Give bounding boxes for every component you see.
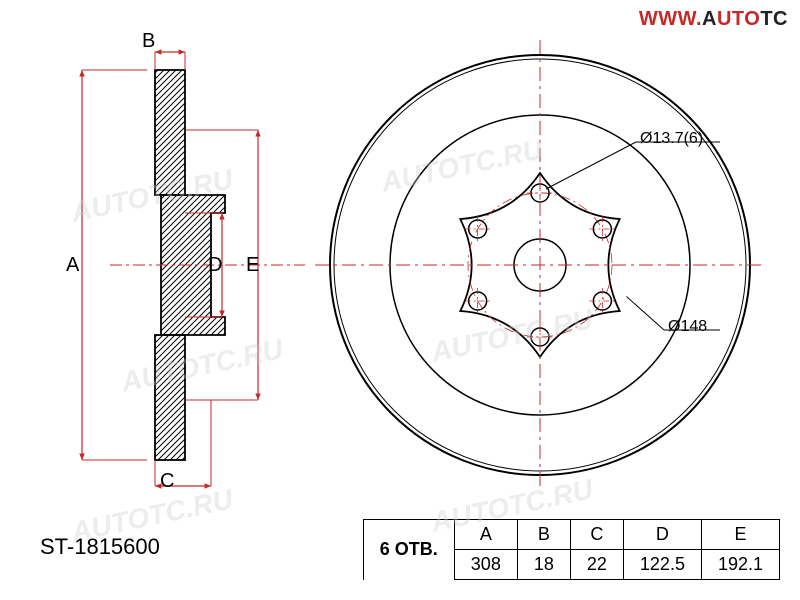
- val-a: 308: [454, 550, 517, 580]
- col-b: B: [517, 520, 570, 550]
- val-e: 192.1: [701, 550, 779, 580]
- source-url: WWW.AUTOTC: [639, 8, 788, 31]
- label-b: B: [142, 30, 155, 53]
- col-d: D: [623, 520, 701, 550]
- holes-cell: 6 ОТВ.: [363, 520, 454, 580]
- label-a: A: [66, 254, 79, 277]
- callout-hub: Ø148: [668, 318, 707, 336]
- col-c: C: [570, 520, 623, 550]
- val-c: 22: [570, 550, 623, 580]
- technical-drawing: [0, 0, 800, 600]
- col-e: E: [701, 520, 779, 550]
- val-d: 122.5: [623, 550, 701, 580]
- val-b: 18: [517, 550, 570, 580]
- part-number: ST-1815600: [40, 534, 160, 560]
- label-d: D: [208, 254, 222, 277]
- callout-bolt: Ø13.7(6): [640, 130, 703, 148]
- label-e: E: [246, 254, 259, 277]
- col-a: A: [454, 520, 517, 550]
- label-c: C: [160, 470, 174, 493]
- dimension-table: 6 ОТВ. A B C D E 308 18 22 122.5 192.1: [363, 519, 780, 580]
